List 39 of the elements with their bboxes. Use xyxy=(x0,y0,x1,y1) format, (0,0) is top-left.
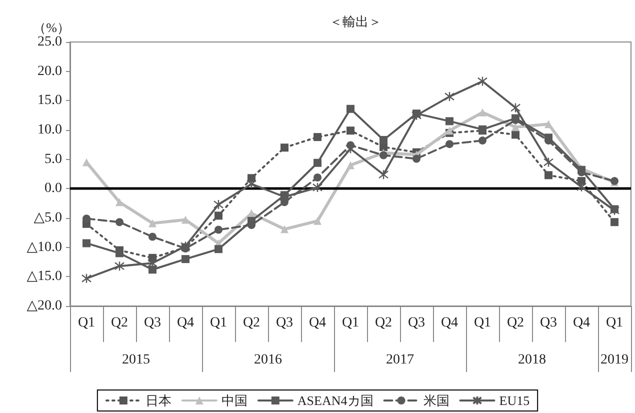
y-tick-label: △15.0 xyxy=(26,269,62,284)
x-tick-label: Q4 xyxy=(308,316,326,330)
legend-label: 日本 xyxy=(145,393,172,408)
x-tick-label: Q3 xyxy=(276,316,294,330)
y-axis-title: （%） xyxy=(33,20,70,35)
y-tick-label: 15.0 xyxy=(38,93,62,108)
y-tick-label: △20.0 xyxy=(26,298,62,314)
y-tick-label: 25.0 xyxy=(38,34,62,50)
text: 2015 xyxy=(122,352,150,368)
legend-label: 米国 xyxy=(423,393,450,408)
x-tick-label: Q1 xyxy=(474,316,492,330)
x-tick-label: Q3 xyxy=(144,316,162,330)
x-tick-label: Q2 xyxy=(374,316,392,330)
x-tick-label: Q2 xyxy=(242,316,260,330)
x-tick-label: Q3 xyxy=(540,316,558,330)
legend-label: ASEAN4カ国 xyxy=(297,393,374,408)
y-tick-label: 5.0 xyxy=(44,152,62,167)
x-tick-label: Q3 xyxy=(408,316,426,330)
x-tick-label: Q1 xyxy=(78,316,96,330)
x-tick-label: Q1 xyxy=(606,316,624,330)
x-tick-label: Q4 xyxy=(572,316,590,330)
y-tick-label: △10.0 xyxy=(26,240,62,255)
text: 2017 xyxy=(386,352,414,368)
text: 2019 xyxy=(600,352,628,368)
text: 2016 xyxy=(254,352,282,368)
y-tick-label: 0.0 xyxy=(44,181,62,196)
legend-label: EU15 xyxy=(499,393,530,408)
y-tick-label: 20.0 xyxy=(38,64,62,79)
x-tick-label: Q1 xyxy=(342,316,360,330)
x-tick-label: Q2 xyxy=(506,316,524,330)
y-tick-label: △5.0 xyxy=(34,210,62,226)
x-tick-label: Q4 xyxy=(440,316,458,330)
y-tick-label: 10.0 xyxy=(38,122,62,138)
x-tick-label: Q1 xyxy=(210,316,228,330)
x-tick-label: Q4 xyxy=(176,316,194,330)
x-tick-label: Q2 xyxy=(110,316,128,330)
chart-title: ＜輸出＞ xyxy=(330,14,382,29)
text: 2018 xyxy=(518,352,546,368)
legend-label: 中国 xyxy=(221,393,248,408)
